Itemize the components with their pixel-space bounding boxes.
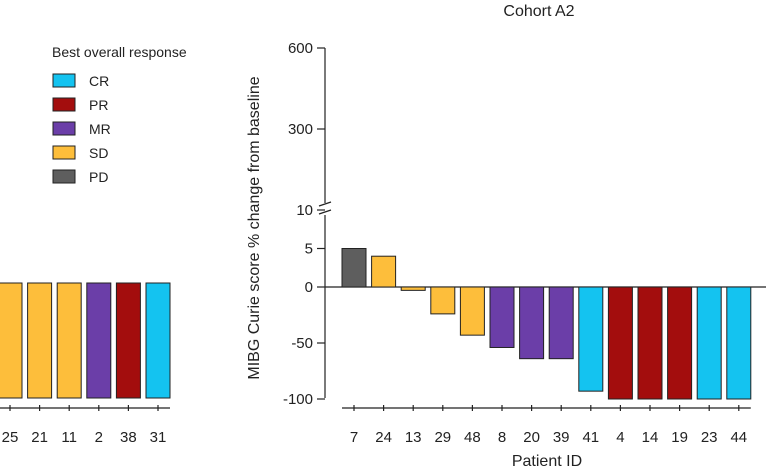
bar-patient-21: [27, 282, 53, 399]
left-panel: 25 21 11 2 38 31: [0, 282, 171, 446]
x-tick-label: 11: [61, 429, 77, 446]
x-tick-label: 44: [730, 429, 747, 446]
y-tick-label: 300: [288, 121, 313, 138]
bar-patient-41: [578, 286, 604, 392]
x-tick-label: 23: [701, 429, 718, 446]
x-tick-label: 25: [2, 429, 19, 446]
bar-patient-25: [0, 282, 23, 399]
x-tick-label: 41: [582, 429, 599, 446]
cohort-a2-panel: Cohort A2 MIBG Curie score % change from…: [246, 3, 766, 470]
x-tick-label: 19: [671, 429, 688, 446]
x-tick-label: 39: [553, 429, 570, 446]
y-tick-label: 10: [296, 202, 313, 219]
bar-patient-20: [519, 286, 545, 360]
axis-break-mark-top: [318, 201, 332, 207]
legend-label-sd: SD: [89, 145, 108, 161]
y-tick-label: 0: [305, 279, 313, 296]
y-tick-label: 600: [288, 40, 313, 57]
x-tick-label: 4: [616, 429, 624, 446]
x-axis-title: Patient ID: [512, 453, 582, 470]
x-tick-label: 7: [350, 429, 358, 446]
x-tick-label: 38: [120, 429, 137, 446]
y-tick-label: -100: [283, 391, 313, 408]
bar-patient-8: [489, 286, 515, 348]
bar-patient-4: [607, 286, 633, 400]
bar-patient-44: [726, 286, 752, 400]
legend: Best overall response CR PR MR SD PD: [52, 44, 187, 185]
x-tick-label: 24: [375, 429, 392, 446]
bar-patient-2: [86, 282, 112, 399]
x-tick-label: 20: [523, 429, 540, 446]
bar-patient-24: [371, 255, 397, 288]
bar-patient-31: [145, 282, 171, 399]
legend-swatch-pr: [52, 97, 76, 112]
bar-patient-48: [459, 286, 485, 336]
legend-swatch-cr: [52, 73, 76, 88]
legend-swatch-sd: [52, 145, 76, 160]
bar-patient-38: [115, 282, 141, 399]
x-tick-label: 13: [405, 429, 422, 446]
bar-patient-11: [56, 282, 82, 399]
x-tick-label: 8: [498, 429, 506, 446]
bar-patient-23: [696, 286, 722, 400]
bar-patient-13: [400, 286, 426, 291]
x-tick-label: 31: [150, 429, 167, 446]
legend-items: CR PR MR SD PD: [52, 73, 111, 185]
panel-title: Cohort A2: [503, 3, 574, 20]
legend-label-pd: PD: [89, 169, 108, 185]
bar-patient-29: [430, 286, 456, 315]
x-tick-label: 14: [642, 429, 659, 446]
legend-swatch-pd: [52, 169, 76, 184]
y-tick-label: 5: [305, 241, 313, 258]
axis-break-mark-bottom: [318, 209, 332, 215]
legend-label-mr: MR: [89, 121, 111, 137]
y-tick-label: -50: [291, 335, 313, 352]
legend-label-pr: PR: [89, 97, 108, 113]
bar-patient-19: [667, 286, 693, 400]
bar-patient-14: [637, 286, 663, 400]
x-tick-label: 48: [464, 429, 481, 446]
bar-patient-39: [548, 286, 574, 360]
legend-label-cr: CR: [89, 73, 109, 89]
legend-title: Best overall response: [52, 44, 187, 60]
x-tick-label: 21: [31, 429, 48, 446]
legend-swatch-mr: [52, 121, 76, 136]
bar-patient-7: [341, 248, 367, 288]
y-axis-title: MIBG Curie score % change from baseline: [246, 76, 263, 379]
x-tick-label: 2: [95, 429, 103, 446]
x-tick-label: 29: [434, 429, 451, 446]
